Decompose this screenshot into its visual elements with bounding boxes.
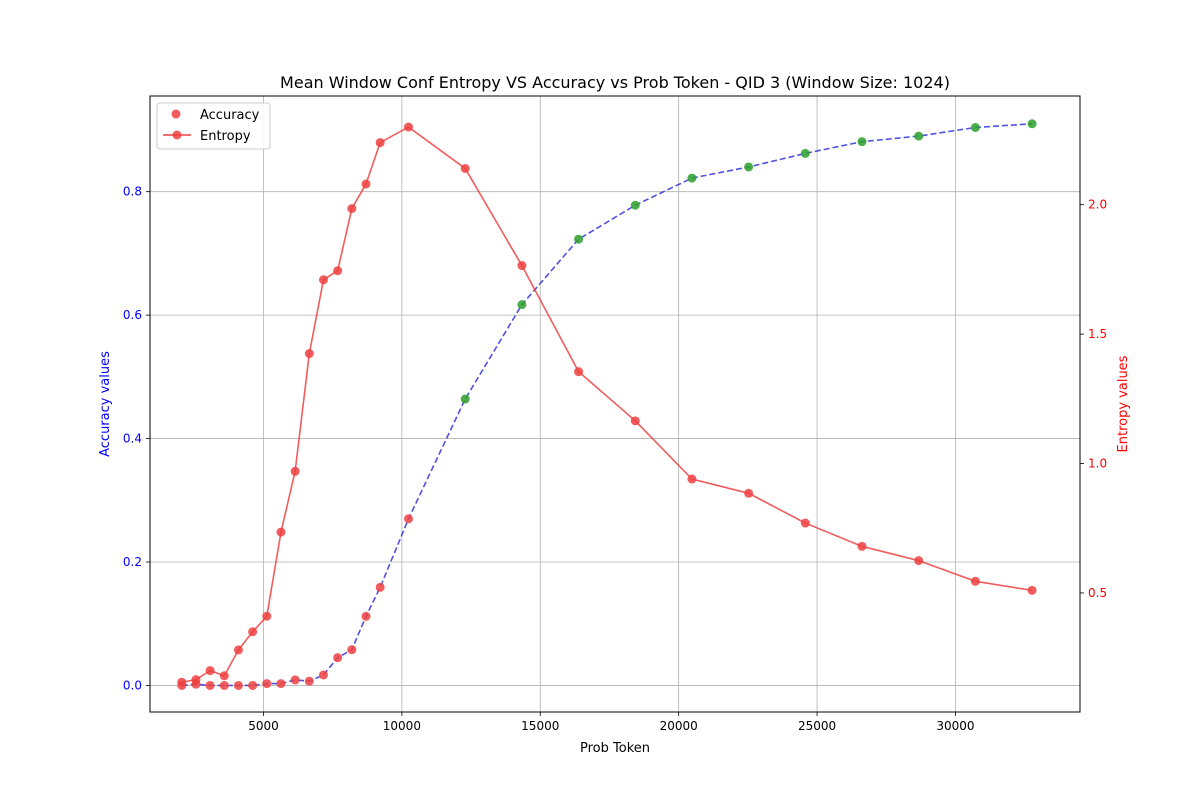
y-right-tick-label: 1.0	[1088, 457, 1107, 471]
x-tick-label: 25000	[798, 719, 836, 733]
accuracy-point	[574, 234, 584, 244]
accuracy-point	[347, 645, 357, 655]
x-axis-label: Prob Token	[580, 741, 650, 756]
y-right-tick-label: 0.5	[1088, 586, 1107, 600]
entropy-point	[744, 488, 754, 498]
entropy-point	[233, 645, 243, 655]
accuracy-point	[375, 582, 385, 592]
entropy-point	[460, 163, 470, 173]
entropy-point	[248, 627, 258, 637]
entropy-point	[333, 266, 343, 276]
entropy-point	[970, 576, 980, 586]
entropy-point	[177, 677, 187, 687]
accuracy-point	[687, 173, 697, 183]
accuracy-points	[177, 119, 1037, 690]
accuracy-point	[630, 200, 640, 210]
entropy-points	[177, 122, 1037, 687]
left-y-axis-label: Accuracy values	[98, 351, 113, 457]
right-y-axis: 0.5 1.0 1.5 2.0	[1080, 198, 1107, 600]
entropy-point	[1027, 585, 1037, 595]
legend-entropy-marker	[172, 130, 182, 140]
accuracy-point	[517, 300, 527, 310]
accuracy-point	[233, 680, 243, 690]
y-left-tick-label: 0.4	[123, 432, 142, 446]
grid	[150, 96, 1080, 712]
entropy-point	[262, 611, 272, 621]
y-right-tick-label: 1.5	[1088, 327, 1107, 341]
x-tick-label: 10000	[383, 719, 421, 733]
right-y-axis-label: Entropy values	[1116, 355, 1131, 452]
legend-accuracy-marker	[171, 109, 181, 119]
entropy-point	[191, 675, 201, 685]
x-axis: 5000 10000 15000 20000 25000 30000	[248, 712, 975, 733]
y-left-tick-label: 0.0	[123, 678, 142, 692]
accuracy-point	[1027, 119, 1037, 129]
accuracy-point	[205, 680, 215, 690]
accuracy-point	[744, 162, 754, 172]
entropy-point	[857, 541, 867, 551]
accuracy-point	[970, 122, 980, 132]
accuracy-point	[219, 680, 229, 690]
accuracy-point	[460, 394, 470, 404]
legend-accuracy-label: Accuracy	[200, 108, 260, 123]
entropy-point	[574, 367, 584, 377]
accuracy-point	[262, 679, 272, 689]
accuracy-point	[914, 131, 924, 141]
legend-entropy-label: Entropy	[200, 129, 251, 144]
entropy-point	[347, 204, 357, 214]
entropy-point	[630, 416, 640, 426]
legend-box	[156, 102, 271, 150]
entropy-point	[290, 466, 300, 476]
entropy-point	[304, 349, 314, 359]
legend: Accuracy Entropy	[156, 102, 271, 150]
accuracy-point	[361, 611, 371, 621]
accuracy-point	[800, 148, 810, 158]
entropy-point	[517, 261, 527, 271]
entropy-point	[404, 122, 414, 132]
entropy-point	[219, 671, 229, 681]
entropy-point	[361, 179, 371, 189]
entropy-point	[914, 556, 924, 566]
y-left-tick-label: 0.6	[123, 308, 142, 322]
entropy-point	[800, 518, 810, 528]
accuracy-point	[404, 514, 414, 524]
accuracy-point	[248, 680, 258, 690]
y-left-tick-label: 0.2	[123, 555, 142, 569]
accuracy-point	[333, 653, 343, 663]
accuracy-point	[276, 679, 286, 689]
entropy-point	[375, 138, 385, 148]
entropy-point	[205, 666, 215, 676]
x-tick-label: 30000	[936, 719, 974, 733]
accuracy-point	[304, 676, 314, 686]
chart-title: Mean Window Conf Entropy VS Accuracy vs …	[280, 73, 950, 92]
y-right-tick-label: 2.0	[1088, 198, 1107, 212]
x-tick-label: 20000	[660, 719, 698, 733]
accuracy-point	[290, 675, 300, 685]
accuracy-point	[318, 670, 328, 680]
entropy-point	[276, 527, 286, 537]
entropy-point	[318, 275, 328, 285]
accuracy-point	[857, 137, 867, 147]
y-left-tick-label: 0.8	[123, 185, 142, 199]
x-tick-label: 5000	[248, 719, 279, 733]
entropy-point	[687, 474, 697, 484]
x-tick-label: 15000	[521, 719, 559, 733]
plot-frame	[149, 95, 1081, 713]
left-y-axis: 0.0 0.2 0.4 0.6 0.8	[123, 185, 150, 692]
